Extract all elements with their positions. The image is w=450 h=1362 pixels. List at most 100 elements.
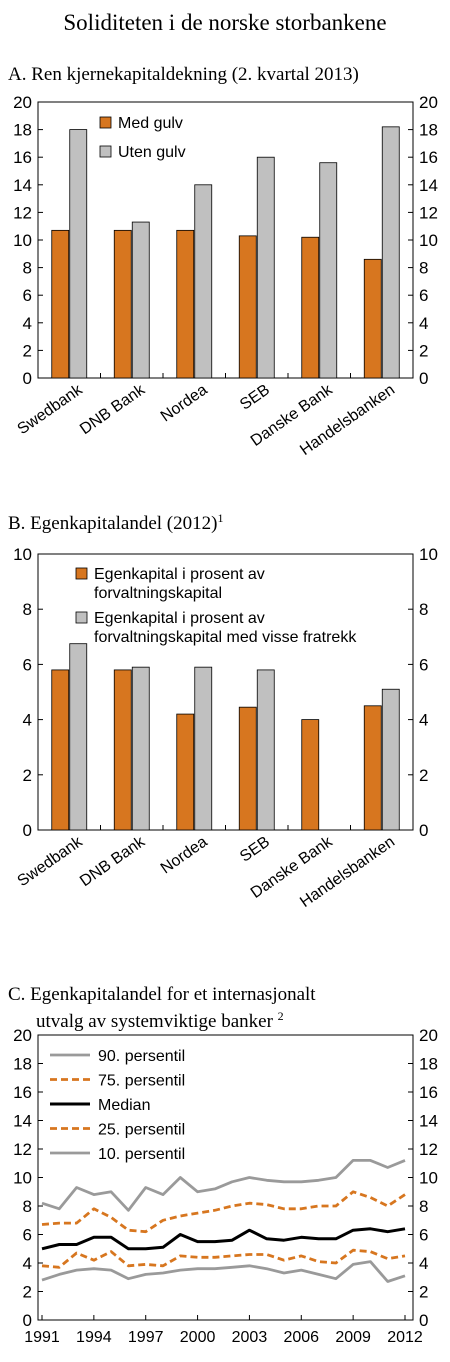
- chart-b-right-tick-label: 0: [419, 821, 428, 840]
- chart-b-legend-swatch: [75, 567, 88, 580]
- chart-c-right-tick-label: 18: [419, 1055, 438, 1074]
- chart-a-right-tick-label: 12: [419, 203, 438, 222]
- chart-b-category-label: Swedbank: [15, 833, 87, 890]
- chart-c-right-tick-label: 12: [419, 1140, 438, 1159]
- chart-a-bar-series1: [238, 235, 257, 379]
- chart-a-bar-series2: [381, 126, 400, 379]
- chart-a-right-tick-label: 8: [419, 259, 428, 278]
- chart-b-legend-label: Egenkapital i prosent av: [94, 566, 265, 583]
- chart-a-right-tick-label: 10: [419, 231, 438, 250]
- chart-b-bar-series2: [69, 643, 88, 831]
- figure-title: Soliditeten i de norske storbankene: [63, 10, 386, 35]
- chart-b-category-label: Nordea: [158, 833, 211, 877]
- chart-c-title-superscript: 2: [278, 1009, 284, 1023]
- chart-b-legend-label: forvaltningskapital: [94, 585, 222, 602]
- chart-b-right-tick-label: 8: [419, 600, 428, 619]
- chart-a-left-tick-label: 10: [13, 231, 32, 250]
- chart-c-x-tick-label: 2012: [387, 1329, 423, 1346]
- chart-c-x-tick-label: 1994: [76, 1329, 112, 1346]
- chart-c-left-tick-label: 18: [13, 1055, 32, 1074]
- chart-c-legend-label: 90. persentil: [98, 1048, 185, 1065]
- chart-b-right-tick-label: 10: [419, 545, 438, 564]
- chart-a-category-label: Nordea: [158, 381, 211, 425]
- chart-a-left-tick-label: 12: [13, 203, 32, 222]
- chart-b-left-tick-label: 8: [23, 600, 32, 619]
- chart-a-bar-series2: [131, 221, 150, 379]
- chart-b-left-tick-label: 2: [23, 766, 32, 785]
- chart-c-series-line-1: [41, 1159, 406, 1212]
- chart-a-category-label: DNB Bank: [77, 381, 149, 438]
- chart-c-right-tick-label: 6: [419, 1226, 428, 1245]
- chart-c-left-tick-label: 0: [23, 1311, 32, 1330]
- chart-a-right-tick-label: 6: [419, 286, 428, 305]
- chart-a-right-tick-label: 20: [419, 93, 438, 112]
- chart-b-bar-series2: [194, 666, 213, 831]
- chart-a-left-tick-label: 20: [13, 93, 32, 112]
- chart-b-bar-series1: [176, 713, 195, 831]
- chart-c-right-tick-label: 16: [419, 1083, 438, 1102]
- chart-b-bar-series1: [238, 706, 257, 831]
- chart-c-left-tick-label: 4: [23, 1254, 32, 1273]
- chart-a-category-label: SEB: [237, 381, 273, 413]
- chart-c-international-equity-share: C. Egenkapitalandel for et internasjonal…: [8, 984, 438, 1346]
- chart-a-bar-series1: [301, 236, 320, 379]
- chart-c-title-line1: C. Egenkapitalandel for et internasjonal…: [8, 984, 316, 1005]
- chart-a-right-tick-label: 2: [419, 341, 428, 360]
- chart-c-left-tick-label: 20: [13, 1026, 32, 1045]
- chart-a-legend-swatch: [99, 145, 112, 158]
- chart-a-left-tick-label: 18: [13, 121, 32, 140]
- chart-b-equity-share: B. Egenkapitalandel (2012)1 0 0 2 2 4 4 6 6 8 8 10 1…: [8, 511, 438, 911]
- chart-a-bar-series2: [319, 162, 338, 379]
- chart-a-right-tick-label: 4: [419, 314, 428, 333]
- chart-b-right-tick-label: 4: [419, 711, 428, 730]
- chart-b-bar-series1: [301, 719, 320, 831]
- chart-c-right-tick-label: 4: [419, 1254, 428, 1273]
- chart-c-left-tick-label: 6: [23, 1226, 32, 1245]
- chart-b-legend-label: forvaltningskapital med visse fratrekk: [94, 629, 357, 646]
- chart-c-right-tick-label: 20: [419, 1026, 438, 1045]
- chart-a-right-tick-label: 18: [419, 121, 438, 140]
- chart-b-legend-label: Egenkapital i prosent av: [94, 610, 265, 627]
- chart-a-right-tick-label: 0: [419, 369, 428, 388]
- chart-a-bar-series1: [176, 229, 195, 379]
- chart-b-right-tick-label: 2: [419, 766, 428, 785]
- chart-c-legend-label: 75. persentil: [98, 1073, 185, 1090]
- chart-c-right-tick-label: 0: [419, 1311, 428, 1330]
- chart-c-x-tick-label: 2009: [335, 1329, 371, 1346]
- chart-b-bar-series2: [256, 669, 275, 831]
- chart-a-bar-series1: [363, 258, 382, 379]
- chart-c-right-tick-label: 14: [419, 1112, 438, 1131]
- chart-c-series-line-2: [41, 1190, 406, 1234]
- chart-c-x-tick-label: 1997: [128, 1329, 164, 1346]
- chart-a-bar-series1: [113, 229, 132, 379]
- chart-a-category-label: Swedbank: [15, 381, 87, 438]
- chart-b-bar-series1: [113, 669, 132, 831]
- chart-a-left-tick-label: 16: [13, 148, 32, 167]
- chart-b-left-tick-label: 6: [23, 655, 32, 674]
- chart-a-left-tick-label: 2: [23, 341, 32, 360]
- chart-a-legend-label: Uten gulv: [118, 144, 186, 161]
- chart-a-left-tick-label: 4: [23, 314, 32, 333]
- chart-a-left-tick-label: 0: [23, 369, 32, 388]
- chart-b-category-label: DNB Bank: [77, 833, 149, 890]
- chart-c-plot-frame: [37, 1034, 414, 1321]
- chart-b-title: B. Egenkapitalandel (2012)1: [8, 511, 223, 534]
- chart-b-bar-series1: [51, 669, 70, 831]
- chart-c-legend-label: 10. persentil: [98, 1146, 185, 1163]
- chart-c-legend-label: 25. persentil: [98, 1122, 185, 1139]
- chart-b-left-tick-label: 0: [23, 821, 32, 840]
- chart-c-x-tick-label: 2003: [232, 1329, 268, 1346]
- chart-b-right-tick-label: 6: [419, 655, 428, 674]
- chart-a-title: A. Ren kjernekapitaldekning (2. kvartal …: [8, 64, 359, 85]
- chart-c-x-tick-label: 2000: [180, 1329, 216, 1346]
- chart-a-bar-series2: [256, 156, 275, 379]
- chart-a-left-tick-label: 8: [23, 259, 32, 278]
- chart-b-bar-series2: [381, 688, 400, 831]
- chart-b-title-superscript: 1: [217, 511, 223, 525]
- chart-c-series-line-5: [41, 1260, 406, 1283]
- chart-c-left-tick-label: 2: [23, 1283, 32, 1302]
- chart-a-bar-series1: [51, 229, 70, 379]
- chart-c-right-tick-label: 8: [419, 1197, 428, 1216]
- chart-c-series-line-4: [41, 1248, 406, 1269]
